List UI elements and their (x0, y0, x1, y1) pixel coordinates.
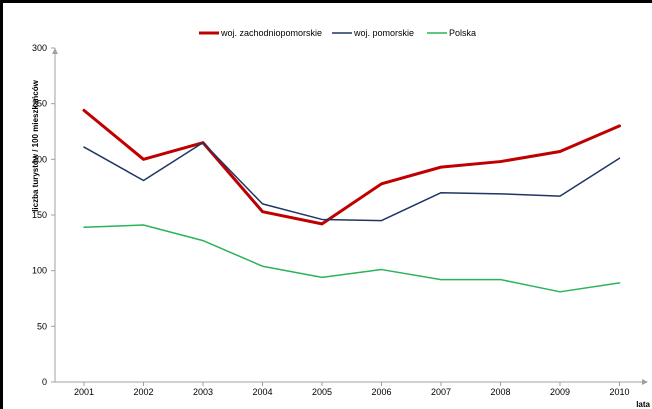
legend: woj. zachodniopomorskie woj. pomorskie Pol… (199, 28, 476, 38)
x-tick-label: 2002 (133, 387, 153, 397)
x-tick-label: 2010 (609, 387, 629, 397)
legend-label-1: woj. zachodniopomorskie (220, 28, 322, 38)
x-tick-label: 2007 (431, 387, 451, 397)
y-tick-label: 0 (42, 377, 47, 387)
y-tick-label: 300 (32, 43, 47, 53)
y-axis-title: liczba turystów / 100 mieszkańców (31, 79, 40, 211)
series-line-2 (83, 141, 621, 222)
y-tick-label: 200 (32, 154, 47, 164)
legend-label-3: Polska (449, 28, 476, 38)
series-lines (82, 108, 621, 293)
x-tick-label: 2003 (193, 387, 213, 397)
series-line-3 (83, 224, 621, 293)
y-tick-label: 250 (32, 99, 47, 109)
x-tick-label: 2005 (312, 387, 332, 397)
x-axis-arrow (642, 379, 648, 385)
y-axis-arrow (52, 48, 58, 54)
y-ticks: 0 50 100 150 200 250 300 (32, 43, 55, 387)
x-tick-label: 2004 (252, 387, 272, 397)
x-tick-label: 2006 (371, 387, 391, 397)
x-tick-label: 2009 (550, 387, 570, 397)
y-tick-label: 50 (37, 321, 47, 331)
y-tick-label: 150 (32, 210, 47, 220)
series-line-1 (82, 108, 621, 226)
x-tick-label: 2008 (490, 387, 510, 397)
axes (52, 48, 648, 385)
x-tick-label: 2001 (74, 387, 94, 397)
x-axis-title: lata (636, 400, 650, 409)
legend-label-2: woj. pomorskie (353, 28, 414, 38)
y-tick-label: 100 (32, 266, 47, 276)
x-ticks: 2001 2002 2003 2004 2005 2006 2007 2008 2009 2010 (74, 382, 630, 397)
